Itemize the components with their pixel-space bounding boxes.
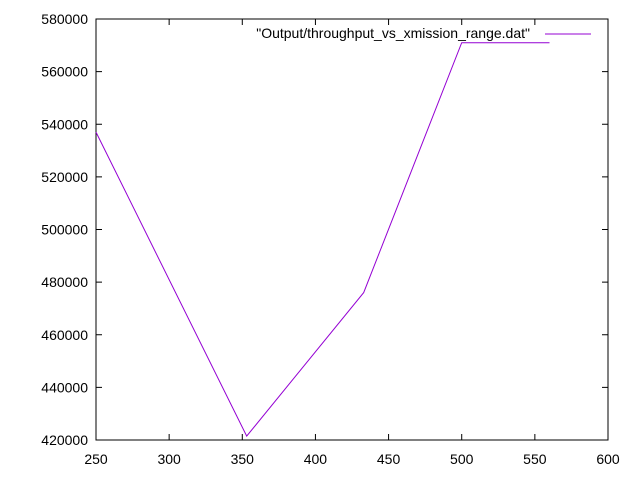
x-tick-label: 500 [450, 451, 474, 467]
series-layer [95, 42, 550, 438]
y-tick-label: 440000 [41, 379, 88, 395]
y-tick-label: 540000 [41, 116, 88, 132]
y-tick-label: 480000 [41, 274, 88, 290]
x-tick-label: 350 [231, 451, 255, 467]
x-tick-label: 450 [377, 451, 401, 467]
y-tick-label: 580000 [41, 11, 88, 27]
x-tick-label: 400 [304, 451, 328, 467]
y-tick-label: 420000 [41, 432, 88, 448]
legend: "Output/throughput_vs_xmission_range.dat… [256, 25, 591, 41]
series-line [95, 42, 550, 438]
y-tick-label: 520000 [41, 169, 88, 185]
y-tick-label: 500000 [41, 222, 88, 238]
x-tick-label: 300 [157, 451, 181, 467]
x-tick-label: 600 [596, 451, 620, 467]
x-tick-label: 250 [84, 451, 108, 467]
plot-frame [95, 18, 609, 441]
legend-label: "Output/throughput_vs_xmission_range.dat… [256, 25, 530, 41]
x-tick-labels: 250 300 350 400 450 500 550 600 [84, 451, 620, 467]
y-tick-labels: 420000 440000 460000 480000 500000 520000 5400… [41, 11, 88, 448]
x-tick-label: 550 [523, 451, 547, 467]
y-tick-label: 560000 [41, 64, 88, 80]
axis-ticks [95, 18, 609, 441]
y-tick-label: 460000 [41, 327, 88, 343]
